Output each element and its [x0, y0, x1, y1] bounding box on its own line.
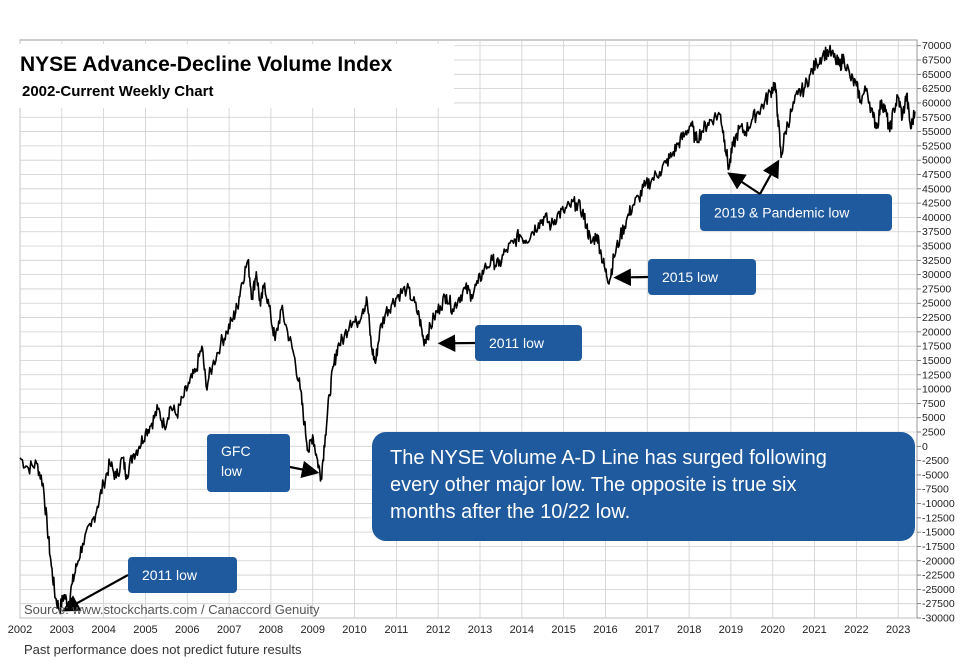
y-tick-label: 5000: [922, 412, 946, 424]
y-axis: -30000-27500-25000-22500-20000-17500-150…: [917, 40, 955, 625]
y-tick-label: 17500: [922, 341, 951, 353]
x-axis: 2002 2003 2004 2005 2006 2007 2008 2009 2010 2011…: [8, 624, 911, 636]
callout-text: every other major low. The opposite is t…: [390, 474, 796, 496]
x-tick-label: 2012: [426, 624, 450, 636]
x-tick-label: 2021: [802, 624, 826, 636]
low-callout: 2015 low: [613, 259, 756, 295]
x-tick-label: 2010: [342, 624, 366, 636]
y-tick-label: 10000: [922, 384, 951, 396]
x-tick-label: 2008: [259, 624, 283, 636]
y-tick-label: 30000: [922, 269, 951, 281]
callout-text: The NYSE Volume A-D Line has surged foll…: [390, 447, 827, 469]
callout-arrow: [289, 460, 320, 479]
callout-text: 2011 low: [142, 567, 198, 583]
y-tick-label: -15000: [922, 527, 955, 539]
y-tick-label: 25000: [922, 298, 951, 310]
y-tick-label: 35000: [922, 241, 951, 253]
callout-box: [475, 325, 582, 361]
callout-text: months after the 10/22 low.: [390, 501, 630, 523]
y-tick-label: -30000: [922, 613, 955, 625]
footer-note: Past performance does not predict future…: [24, 642, 302, 657]
y-tick-label: 0: [922, 441, 928, 453]
y-tick-label: 67500: [922, 55, 951, 67]
x-tick-label: 2006: [175, 624, 199, 636]
x-tick-label: 2017: [635, 624, 659, 636]
callout-arrow: [759, 159, 780, 195]
y-tick-label: 22500: [922, 312, 951, 324]
callout-arrow: [727, 172, 761, 195]
y-tick-label: 27500: [922, 283, 951, 295]
y-tick-label: 15000: [922, 355, 951, 367]
callout-box: [372, 432, 915, 541]
y-tick-label: -12500: [922, 512, 955, 524]
y-tick-label: -27500: [922, 598, 955, 610]
title-box: NYSE Advance-Decline Volume Index 2002-C…: [14, 44, 454, 108]
callout-arrow: [61, 574, 129, 612]
callout-text: 2011 low: [489, 335, 545, 351]
x-tick-label: 2023: [886, 624, 910, 636]
x-tick-label: 2003: [50, 624, 74, 636]
x-tick-label: 2020: [760, 624, 784, 636]
x-tick-label: 2004: [91, 624, 115, 636]
y-tick-label: 20000: [922, 326, 951, 338]
callout-box: [128, 557, 237, 593]
y-tick-label: 62500: [922, 83, 951, 95]
x-tick-label: 2016: [593, 624, 617, 636]
chart-title: NYSE Advance-Decline Volume Index: [20, 53, 393, 76]
low-callout: 2011 low: [437, 325, 582, 361]
source-note: Source: www.stockcharts.com / Canaccord …: [24, 602, 320, 617]
y-tick-label: 45000: [922, 183, 951, 195]
y-tick-label: 37500: [922, 226, 951, 238]
low-callout: GFC low: [207, 434, 320, 492]
x-tick-label: 2005: [133, 624, 157, 636]
y-tick-label: 52500: [922, 140, 951, 152]
x-tick-label: 2009: [300, 624, 324, 636]
x-tick-label: 2013: [468, 624, 492, 636]
x-tick-label: 2002: [8, 624, 32, 636]
x-tick-label: 2011: [385, 624, 409, 636]
x-tick-label: 2015: [551, 624, 575, 636]
x-tick-label: 2007: [217, 624, 241, 636]
callout-box: [207, 434, 290, 492]
y-tick-label: 65000: [922, 69, 951, 81]
y-tick-label: 60000: [922, 97, 951, 109]
y-tick-label: -17500: [922, 541, 955, 553]
y-tick-label: 42500: [922, 198, 951, 210]
y-tick-label: 2500: [922, 427, 946, 439]
x-tick-label: 2019: [719, 624, 743, 636]
y-tick-label: 47500: [922, 169, 951, 181]
low-callout: 2019 & Pandemic low: [700, 159, 892, 231]
y-tick-label: 32500: [922, 255, 951, 267]
callout-text: GFC: [221, 443, 251, 459]
callout-box: [700, 194, 892, 231]
y-tick-label: -7500: [922, 484, 949, 496]
y-tick-label: -25000: [922, 584, 955, 596]
annotations: 2011 low GFC low 2011 low 2015 low 2019 & Pan…: [61, 159, 915, 612]
y-tick-label: 70000: [922, 40, 951, 52]
y-tick-label: -20000: [922, 555, 955, 567]
y-tick-label: -2500: [922, 455, 949, 467]
y-tick-label: 57500: [922, 112, 951, 124]
low-callout: 2011 low: [61, 557, 237, 612]
y-tick-label: 50000: [922, 155, 951, 167]
y-tick-label: -22500: [922, 570, 955, 582]
x-tick-label: 2018: [677, 624, 701, 636]
commentary-callout: The NYSE Volume A-D Line has surged foll…: [372, 432, 915, 541]
chart-subtitle: 2002-Current Weekly Chart: [22, 83, 213, 100]
y-tick-label: -10000: [922, 498, 955, 510]
callout-box: [648, 259, 756, 295]
callout-text: 2019 & Pandemic low: [714, 205, 850, 221]
callout-text: 2015 low: [662, 269, 719, 285]
x-tick-label: 2022: [844, 624, 868, 636]
series-line: [19, 44, 916, 615]
y-tick-label: 7500: [922, 398, 946, 410]
y-tick-label: 12500: [922, 369, 951, 381]
x-tick-label: 2014: [510, 624, 534, 636]
y-tick-label: 40000: [922, 212, 951, 224]
y-tick-label: -5000: [922, 469, 949, 481]
callout-text: low: [221, 463, 243, 479]
y-tick-label: 55000: [922, 126, 951, 138]
